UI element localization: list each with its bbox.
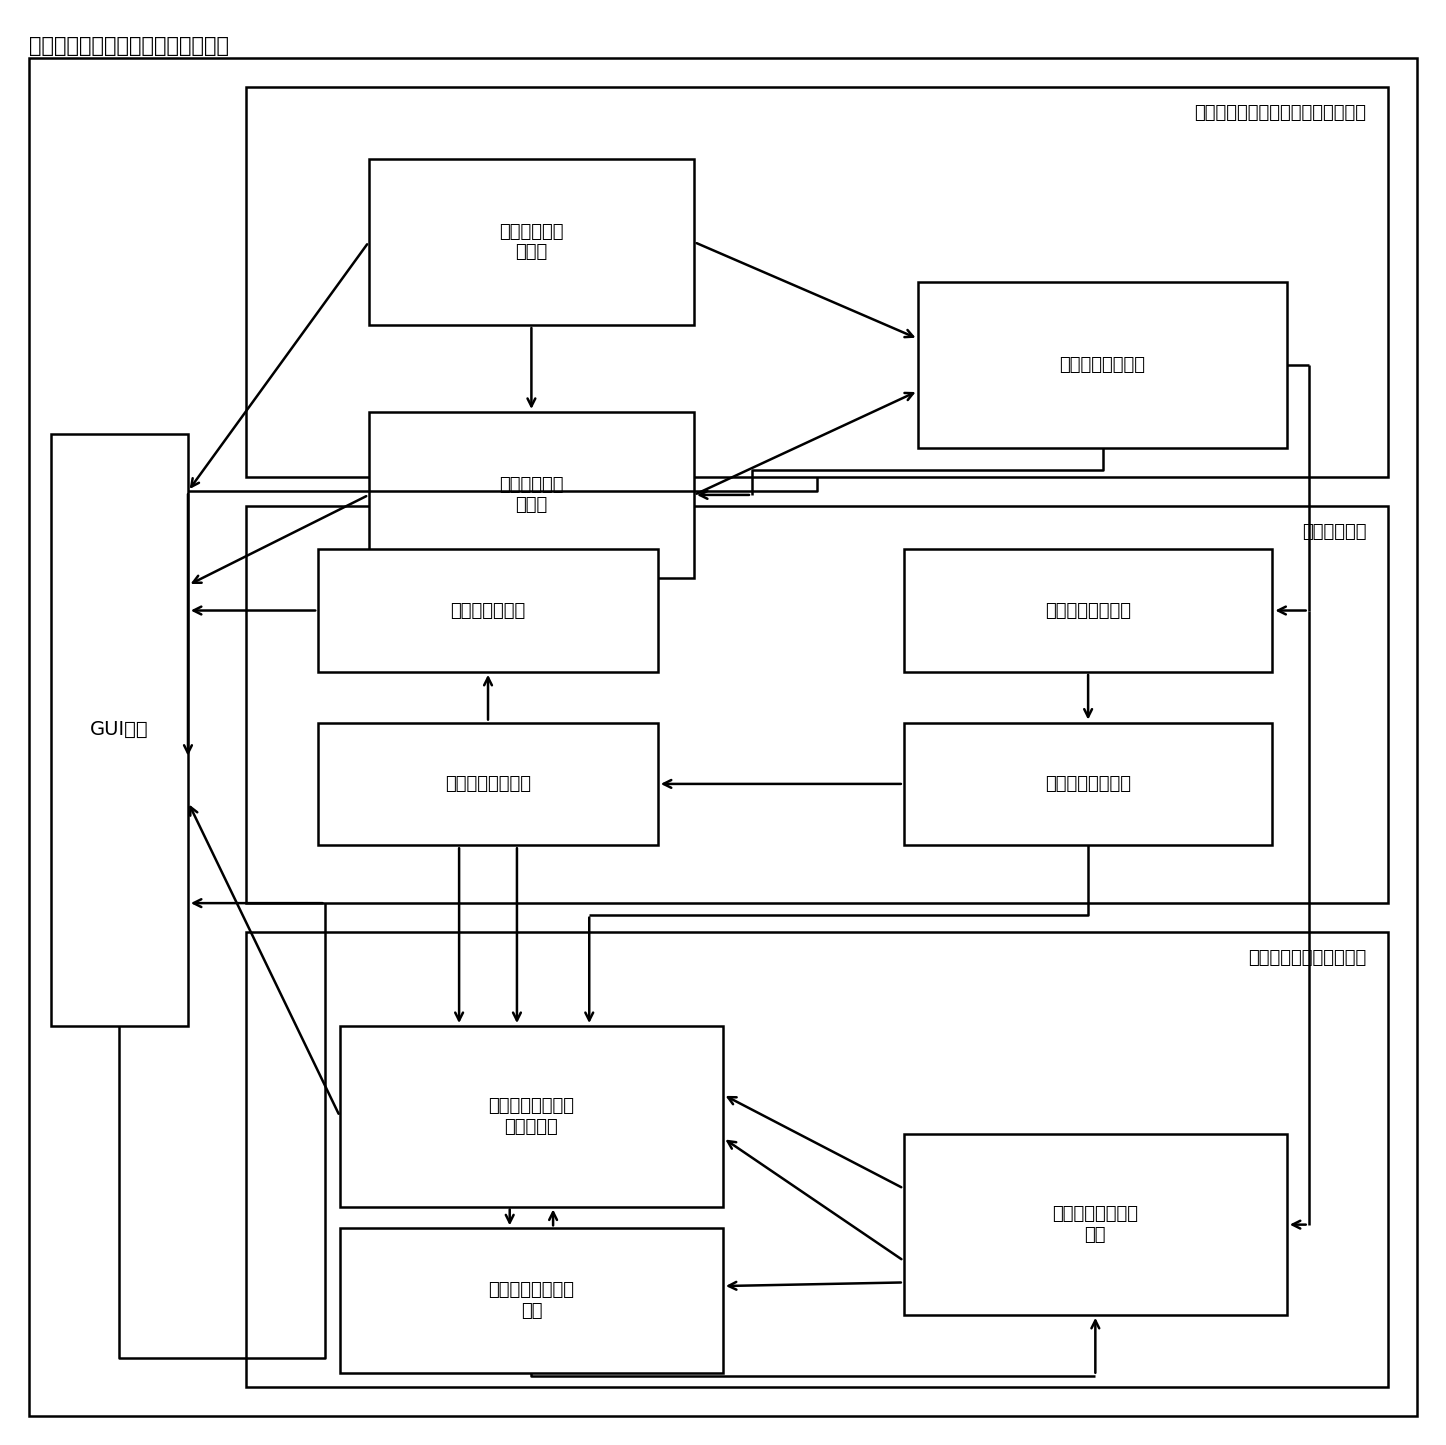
Text: 隐含层处理子模块: 隐含层处理子模块 [1045,775,1131,793]
Text: 相空间重构子模块: 相空间重构子模块 [1060,355,1145,374]
Text: 半导体制造系统的日产出量预测系统: 半导体制造系统的日产出量预测系统 [29,36,228,56]
Text: 神经网络模块: 神经网络模块 [1301,523,1366,540]
Bar [904,549,1272,672]
Bar [340,1228,723,1373]
Text: 时间延迟处理
子模块: 时间延迟处理 子模块 [499,223,564,262]
Bar [246,506,1388,903]
Text: 输出层处理子模块: 输出层处理子模块 [445,775,531,793]
Bar [246,87,1388,477]
Text: 初始化参数获取子
模块: 初始化参数获取子 模块 [1053,1205,1138,1244]
Bar [318,549,658,672]
Text: 预测输出子模块: 预测输出子模块 [450,601,526,620]
Bar [246,932,1388,1387]
Text: 输入层处理子模块: 输入层处理子模块 [1045,601,1131,620]
Bar [369,412,694,578]
Bar [904,722,1272,845]
Text: 训练参数向量优化
选择子模块: 训练参数向量优化 选择子模块 [489,1097,574,1136]
Bar [904,1134,1287,1315]
Bar [369,159,694,325]
Bar [340,1026,723,1207]
Text: 日产出量时间序列的相空间重构模块: 日产出量时间序列的相空间重构模块 [1194,104,1366,121]
Text: 神经网络参数的训练模块: 神经网络参数的训练模块 [1248,949,1366,967]
Text: 嵌入维数处理
子模块: 嵌入维数处理 子模块 [499,475,564,514]
Bar [318,722,658,845]
Bar [51,434,188,1026]
Text: GUI模块: GUI模块 [90,720,149,740]
Text: 信息素数量更新子
模块: 信息素数量更新子 模块 [489,1282,574,1319]
Bar [918,282,1287,448]
